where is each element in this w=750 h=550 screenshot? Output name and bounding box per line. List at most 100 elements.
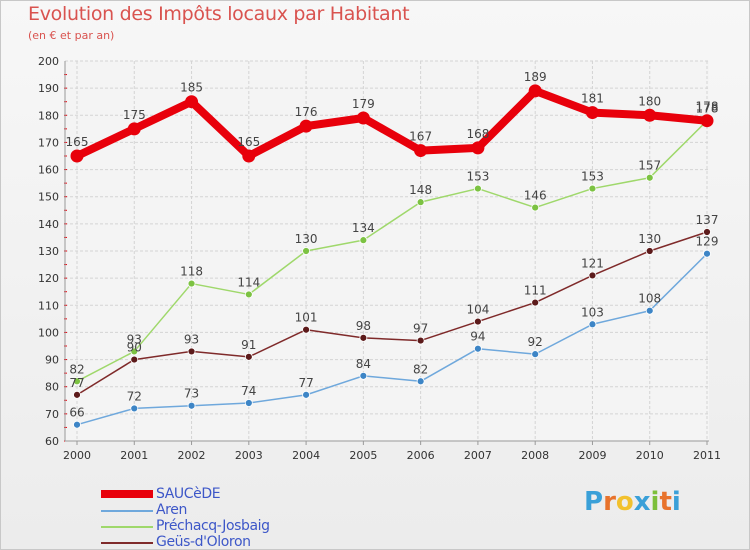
data-point-aren	[130, 404, 139, 413]
data-point-pr-chacq-josbaig	[73, 377, 81, 386]
data-point-aren	[244, 399, 253, 407]
y-tick-label: 170	[38, 136, 59, 149]
y-tick-label: 160	[38, 164, 59, 177]
data-label-sauc-de: 185	[180, 81, 203, 95]
data-point-ge-s-d-oloron	[474, 317, 482, 326]
y-tick-label: 200	[38, 55, 59, 68]
x-tick-label: 2010	[636, 449, 664, 462]
data-label-aren: 66	[69, 406, 84, 420]
data-label-sauc-de: 179	[352, 97, 375, 111]
legend-label: Préchacq-Josbaig	[156, 518, 270, 534]
data-label-aren: 84	[356, 357, 371, 371]
data-point-pr-chacq-josbaig	[244, 290, 253, 299]
data-label-ge-s-d-oloron: 111	[524, 284, 547, 298]
data-point-sauc-de	[70, 149, 84, 163]
data-label-pr-chacq-josbaig: 153	[581, 170, 604, 184]
data-label-pr-chacq-josbaig: 153	[466, 170, 489, 184]
legend-swatch	[101, 490, 153, 498]
y-tick-label: 110	[38, 299, 59, 312]
data-label-sauc-de: 181	[581, 92, 604, 106]
data-point-pr-chacq-josbaig	[359, 236, 368, 245]
data-label-ge-s-d-oloron: 130	[638, 232, 661, 246]
data-point-sauc-de	[700, 114, 714, 128]
data-label-pr-chacq-josbaig: 82	[69, 362, 84, 376]
y-tick-label: 80	[45, 381, 59, 394]
logo-letter: t	[659, 487, 672, 517]
data-label-sauc-de: 165	[66, 135, 89, 149]
y-tick-label: 100	[38, 326, 59, 339]
data-label-ge-s-d-oloron: 121	[581, 256, 604, 270]
data-label-ge-s-d-oloron: 93	[184, 332, 199, 346]
data-point-ge-s-d-oloron	[302, 325, 310, 334]
data-point-aren	[703, 249, 711, 258]
data-point-ge-s-d-oloron	[588, 271, 597, 280]
logo-letter: P	[584, 487, 604, 517]
y-tick-label: 190	[38, 82, 59, 95]
logo-letter: i	[650, 487, 660, 517]
x-tick-label: 2009	[578, 449, 606, 462]
data-point-ge-s-d-oloron	[187, 347, 196, 356]
x-tick-label: 2003	[235, 449, 263, 462]
x-tick-label: 2006	[407, 449, 435, 462]
data-label-ge-s-d-oloron: 91	[241, 338, 256, 352]
data-label-ge-s-d-oloron: 137	[696, 213, 719, 227]
data-label-sauc-de: 167	[409, 130, 432, 144]
data-label-pr-chacq-josbaig: 130	[295, 232, 318, 246]
legend-label: Aren	[156, 502, 187, 518]
y-tick-label: 150	[38, 191, 59, 204]
y-tick-label: 120	[38, 272, 59, 285]
legend-swatch	[101, 542, 153, 544]
data-point-aren	[302, 390, 310, 399]
data-label-pr-chacq-josbaig: 178	[696, 102, 719, 116]
data-label-ge-s-d-oloron: 97	[413, 322, 428, 336]
data-label-aren: 92	[528, 335, 543, 349]
data-label-aren: 82	[413, 362, 428, 376]
data-label-pr-chacq-josbaig: 134	[352, 221, 375, 235]
series-line-aren	[76, 252, 708, 426]
data-label-pr-chacq-josbaig: 114	[237, 275, 260, 289]
data-point-aren	[359, 371, 368, 380]
series-line-ge-s-d-oloron	[76, 231, 708, 396]
logo-letter: r	[603, 487, 616, 517]
x-tick-label: 2000	[63, 449, 91, 462]
data-point-ge-s-d-oloron	[416, 336, 425, 345]
data-label-sauc-de: 180	[638, 94, 661, 108]
legend-label: Geüs-d'Oloron	[156, 534, 251, 550]
series-line-sauc-de	[73, 86, 711, 160]
data-point-ge-s-d-oloron	[645, 247, 654, 255]
data-label-sauc-de: 168	[466, 127, 489, 141]
x-tick-label: 2011	[693, 449, 721, 462]
data-label-aren: 108	[638, 292, 661, 306]
legend-swatch	[101, 510, 153, 512]
data-label-pr-chacq-josbaig: 118	[180, 265, 203, 279]
x-tick-label: 2002	[178, 449, 206, 462]
data-label-ge-s-d-oloron: 101	[295, 311, 318, 325]
chart-title: Evolution des Impôts locaux par Habitant	[28, 3, 410, 25]
data-label-sauc-de: 175	[123, 108, 146, 122]
data-point-ge-s-d-oloron	[244, 352, 253, 361]
data-point-ge-s-d-oloron	[531, 298, 540, 307]
data-label-aren: 94	[470, 330, 485, 344]
data-point-aren	[645, 306, 654, 315]
data-label-sauc-de: 165	[237, 135, 260, 149]
data-point-ge-s-d-oloron	[703, 228, 711, 236]
logo-letter: i	[671, 487, 681, 517]
data-label-aren: 129	[696, 235, 719, 249]
data-label-ge-s-d-oloron: 104	[466, 303, 489, 317]
y-tick-label: 180	[38, 109, 59, 122]
data-label-ge-s-d-oloron: 77	[69, 376, 84, 390]
x-tick-label: 2005	[349, 449, 377, 462]
data-point-pr-chacq-josbaig	[130, 347, 139, 356]
data-point-aren	[474, 344, 482, 353]
data-point-sauc-de	[185, 95, 199, 109]
data-point-pr-chacq-josbaig	[187, 279, 196, 288]
logo-letter: x	[633, 487, 651, 517]
x-tick-label: 2007	[464, 449, 492, 462]
data-label-aren: 72	[127, 389, 142, 403]
data-label-sauc-de: 189	[524, 70, 547, 84]
data-point-ge-s-d-oloron	[359, 333, 368, 342]
x-tick-label: 2008	[521, 449, 549, 462]
data-label-sauc-de: 178	[696, 100, 719, 114]
legend-label: SAUCèDE	[156, 486, 221, 502]
y-tick-label: 70	[45, 408, 59, 421]
